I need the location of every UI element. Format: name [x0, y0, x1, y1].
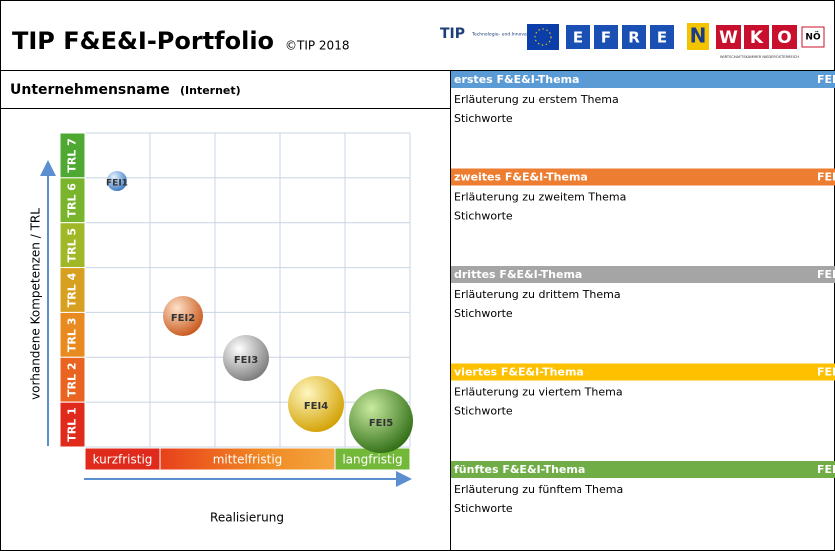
- efre-box: [566, 25, 590, 49]
- bubble-label: FEI3: [234, 355, 258, 366]
- topic-tag: FEI 1: [817, 73, 835, 86]
- logo-n: [687, 23, 709, 50]
- trl-cell: [59, 356, 86, 403]
- bubble-label: FEI1: [106, 179, 128, 189]
- bubble-label: FEI2: [171, 313, 195, 324]
- trl-label: TRL 5: [66, 228, 79, 262]
- topic-keywords: Stichworte: [454, 210, 513, 223]
- bubble: [107, 171, 127, 191]
- y-axis-label: vorhandene Kompetenzen / TRL: [29, 208, 43, 400]
- topic-keywords: Stichworte: [454, 502, 513, 515]
- copyright: ©TIP 2018: [285, 39, 349, 53]
- logo-text: WIRTSCHAFTSKAMMER NIEDERÖSTERREICH: [720, 54, 799, 59]
- bubble-label: FEI4: [304, 401, 328, 412]
- logo-text: K: [750, 28, 764, 48]
- topic-header: [451, 266, 835, 283]
- company-name: Unternehmensname: [10, 82, 170, 98]
- topics: erstes F&E&I-Thema FEI 1 Erläuterung zu er…: [451, 71, 835, 515]
- topic-header: [451, 71, 835, 88]
- topic-description: Erläuterung zu zweitem Thema: [454, 191, 626, 204]
- wko-box: [744, 25, 769, 49]
- wko-box: [716, 25, 741, 49]
- horizon-label: langfristig: [342, 453, 402, 467]
- topic-description: Erläuterung zu fünftem Thema: [454, 483, 623, 496]
- topic-title: drittes F&E&I-Thema: [454, 268, 582, 281]
- trl-label: TRL 3: [66, 318, 79, 352]
- topic-title: zweites F&E&I-Thema: [454, 171, 588, 184]
- eu-flag: [527, 24, 559, 50]
- topic-description: Erläuterung zu erstem Thema: [454, 93, 619, 106]
- topic-title: fünftes F&E&I-Thema: [454, 463, 585, 476]
- logo-text: W: [719, 28, 738, 48]
- efre-box: [594, 25, 618, 49]
- horizon-label: mittelfristig: [213, 453, 283, 467]
- logo-text: E: [573, 29, 583, 47]
- trl-cell: [59, 267, 86, 313]
- logo-text: O: [777, 28, 791, 48]
- topic-tag: FEI 5: [817, 463, 835, 476]
- trl-cell: [59, 177, 86, 224]
- topic-description: Erläuterung zu drittem Thema: [454, 288, 621, 301]
- trl-cell: [59, 401, 86, 448]
- efre-box: [622, 25, 646, 49]
- topic-header: [451, 461, 835, 478]
- logo-text: E: [657, 29, 667, 47]
- topic-tag: FEI 4: [817, 366, 835, 379]
- topic-title: viertes F&E&I-Thema: [454, 366, 584, 379]
- bubble: [223, 335, 269, 381]
- logo-text: Technologie- und Innovationspartner: [471, 32, 555, 38]
- trl-cell: [59, 132, 86, 179]
- trl-label: TRL 4: [66, 272, 79, 307]
- topic-keywords: Stichworte: [454, 112, 513, 125]
- topic-header: [451, 168, 835, 186]
- trl-cell: [59, 222, 86, 269]
- topic-title: erstes F&E&I-Thema: [454, 73, 579, 86]
- eu-stars: [534, 28, 552, 46]
- efre-box: [650, 25, 674, 49]
- logo-text: NÖ: [805, 32, 821, 43]
- logo-text: F: [601, 29, 611, 47]
- logo-text: TIP: [440, 26, 465, 42]
- topic-keywords: Stichworte: [454, 405, 513, 418]
- trl-label: TRL 6: [66, 183, 79, 218]
- bubble-label: FEI5: [369, 418, 393, 429]
- topic-header: [451, 363, 835, 381]
- bubble: [288, 376, 344, 432]
- trl-label: TRL 7: [66, 138, 79, 172]
- logo-text: N: [690, 24, 707, 48]
- x-axis-label: Realisierung: [210, 511, 284, 525]
- horizon-label: kurzfristig: [93, 453, 153, 467]
- trl-label: TRL 2: [66, 362, 79, 396]
- wko-box: [772, 25, 797, 49]
- bubble: [163, 296, 203, 336]
- trl-label: TRL 1: [66, 407, 79, 441]
- bubble: [349, 389, 413, 453]
- topic-tag: FEI 2: [817, 171, 835, 184]
- title: TIP F&E&I-Portfolio: [12, 27, 274, 55]
- trl-cell: [59, 311, 86, 358]
- topic-keywords: Stichworte: [454, 307, 513, 320]
- logo-box: [801, 26, 825, 48]
- topic-description: Erläuterung zu viertem Thema: [454, 386, 623, 399]
- topic-tag: FEI 3: [817, 268, 835, 281]
- company-note: (Internet): [180, 84, 241, 97]
- logo-text: R: [628, 29, 640, 47]
- portfolio-chart: TRL 7 TRL 6 TRL 5 TRL 4 TRL 3 TRL 2 TRL 1 kurzf…: [29, 132, 413, 525]
- logos: TIP Technologie- und Innovationspartner …: [440, 23, 825, 59]
